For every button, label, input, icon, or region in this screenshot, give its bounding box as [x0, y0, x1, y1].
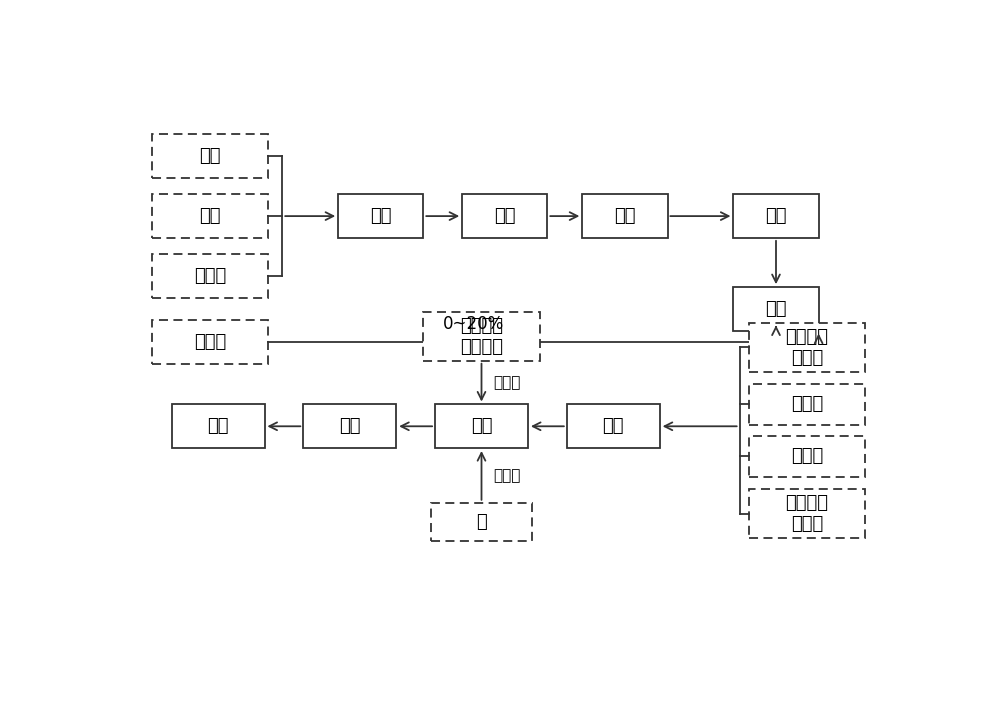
FancyBboxPatch shape: [733, 194, 819, 238]
Text: 养护: 养护: [207, 418, 229, 435]
FancyBboxPatch shape: [152, 134, 268, 178]
Text: 0~20%: 0~20%: [443, 316, 504, 333]
FancyBboxPatch shape: [303, 404, 396, 448]
Text: 钢渣: 钢渣: [200, 147, 221, 165]
FancyBboxPatch shape: [152, 194, 268, 238]
Text: 减水剂等
添加剂: 减水剂等 添加剂: [786, 494, 828, 533]
Text: 铝渣: 铝渣: [200, 207, 221, 225]
Text: 搅拌: 搅拌: [471, 418, 492, 435]
FancyBboxPatch shape: [423, 312, 540, 361]
FancyBboxPatch shape: [733, 287, 819, 330]
FancyBboxPatch shape: [152, 255, 268, 298]
Text: 粉磨: 粉磨: [370, 207, 392, 225]
FancyBboxPatch shape: [338, 194, 423, 238]
FancyBboxPatch shape: [749, 323, 865, 372]
FancyBboxPatch shape: [152, 320, 268, 364]
Text: 粉磨: 粉磨: [602, 418, 624, 435]
FancyBboxPatch shape: [567, 404, 660, 448]
Text: 粉煤灰: 粉煤灰: [791, 447, 823, 465]
FancyBboxPatch shape: [435, 404, 528, 448]
Text: 电石渣: 电石渣: [194, 267, 226, 285]
Text: 均化: 均化: [614, 207, 636, 225]
Text: 磷石膏: 磷石膏: [791, 396, 823, 413]
Text: 先加入: 先加入: [493, 468, 520, 483]
Text: 成型: 成型: [339, 418, 360, 435]
Text: 后加入: 后加入: [493, 375, 520, 390]
FancyBboxPatch shape: [172, 404, 264, 448]
FancyBboxPatch shape: [749, 436, 865, 476]
Text: 磷石膏: 磷石膏: [194, 333, 226, 351]
Text: 煅烧: 煅烧: [765, 207, 787, 225]
FancyBboxPatch shape: [431, 503, 532, 541]
FancyBboxPatch shape: [749, 384, 865, 425]
Text: 配料: 配料: [494, 207, 516, 225]
Text: 粉磨: 粉磨: [765, 300, 787, 318]
Text: 水: 水: [476, 513, 487, 531]
FancyBboxPatch shape: [462, 194, 547, 238]
FancyBboxPatch shape: [582, 194, 668, 238]
FancyBboxPatch shape: [749, 489, 865, 538]
Text: 铁铝系胶
凝材料: 铁铝系胶 凝材料: [786, 328, 828, 367]
Text: 废弃聚苯
乙烯颗粒: 废弃聚苯 乙烯颗粒: [460, 317, 503, 356]
